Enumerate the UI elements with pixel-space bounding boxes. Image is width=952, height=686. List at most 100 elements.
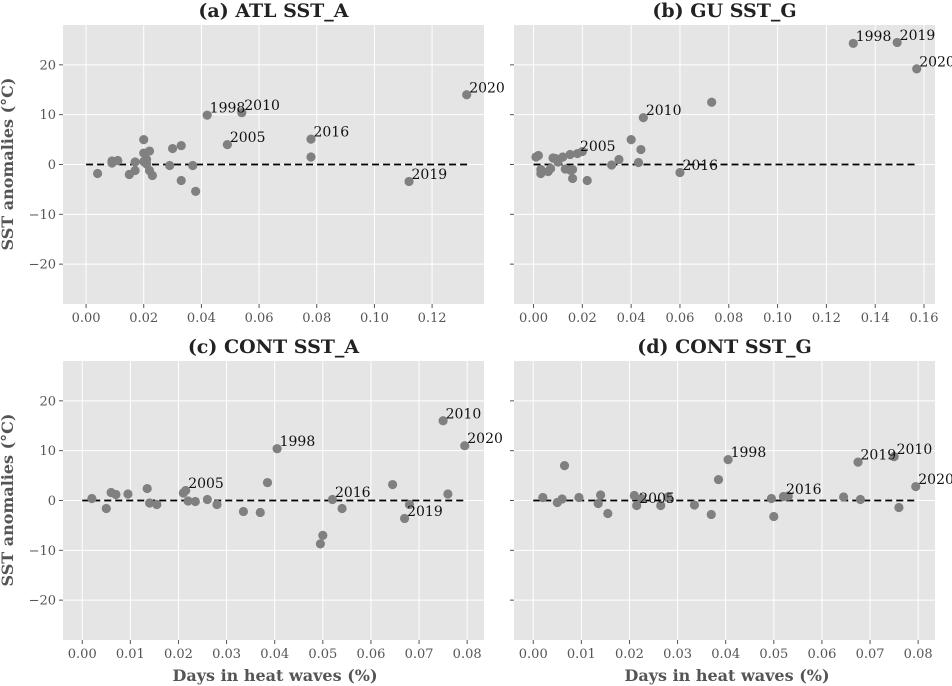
data-point (130, 165, 140, 176)
year-annotation: 2005 (639, 491, 675, 507)
data-point (894, 502, 904, 513)
data-point (315, 539, 326, 549)
data-point (912, 64, 922, 74)
x-tick-label: 0.05 (759, 647, 788, 662)
x-tick-label: 0.12 (812, 311, 841, 326)
data-point (306, 152, 316, 162)
x-tick-label: 0.05 (308, 647, 337, 662)
x-tick-label: 0.07 (856, 647, 885, 662)
x-tick-label: 0.00 (519, 647, 548, 662)
x-tick-label: 0.10 (763, 311, 792, 326)
data-point (144, 146, 155, 156)
panel-gu-sst-g: 0.00 0.02 0.04 0.06 0.08 0.10 0.12 0.14 0.16 2010… (510, 0, 952, 326)
x-tick-label: 0.16 (910, 311, 939, 326)
x-tick-label: 0.06 (356, 647, 385, 662)
data-point (238, 506, 249, 517)
x-tick-label: 0.06 (665, 311, 694, 326)
y-tick-label: 10 (39, 108, 56, 123)
x-tick-label: 0.00 (72, 311, 101, 326)
panel-title: (c) CONT SST_A (188, 336, 360, 358)
data-point (565, 149, 575, 160)
year-annotation: 2019 (861, 448, 897, 464)
x-tick-label: 0.07 (405, 647, 434, 662)
y-tick-label: −20 (29, 594, 56, 609)
year-annotation: 2016 (313, 125, 349, 141)
data-point (255, 507, 265, 518)
x-tick-label: 0.12 (418, 311, 447, 326)
panel-title: (b) GU SST_G (652, 0, 796, 22)
data-point (152, 499, 162, 510)
data-point (607, 160, 617, 170)
year-annotation: 2019 (900, 28, 936, 44)
data-point (636, 493, 647, 504)
y-tick-label: −20 (29, 258, 56, 273)
year-annotation: 2010 (646, 103, 682, 119)
data-point (769, 511, 779, 522)
y-tick-label: 20 (39, 394, 56, 409)
y-tick-label: −10 (29, 544, 56, 559)
data-point (130, 157, 140, 167)
x-tick-label: 0.03 (212, 647, 241, 662)
data-point (387, 479, 398, 490)
data-point (558, 152, 568, 162)
data-point (577, 146, 587, 157)
data-point (629, 490, 639, 501)
data-point (596, 490, 606, 500)
x-tick-label: 0.10 (360, 311, 389, 326)
x-tick-label: 0.02 (164, 647, 193, 662)
data-point (327, 494, 338, 505)
x-tick-label: 0.04 (187, 311, 216, 326)
data-point (567, 173, 578, 184)
y-axis-label-top: SST anomalies (°C) (0, 78, 17, 251)
year-annotation: 2016 (335, 485, 371, 501)
data-point (633, 157, 644, 168)
y-tick-label: −10 (29, 208, 56, 223)
x-tick-label: 0.01 (116, 647, 145, 662)
year-annotation: 2020 (467, 431, 503, 447)
data-point (853, 457, 863, 467)
year-annotation: 1998 (280, 434, 316, 450)
x-tick-label: 0.00 (68, 647, 97, 662)
data-point (538, 492, 548, 503)
data-point (167, 143, 178, 154)
x-tick-label: 0.08 (714, 311, 743, 326)
data-point (663, 492, 673, 502)
data-point (181, 485, 191, 496)
data-point (636, 144, 646, 155)
data-point (783, 491, 793, 501)
x-axis-label-right: Days in heat waves (%) (624, 666, 829, 685)
year-annotation: 2020 (469, 80, 505, 96)
data-point (145, 498, 155, 508)
data-point (212, 499, 222, 510)
x-tick-label: 0.08 (904, 647, 933, 662)
data-point (443, 489, 453, 499)
data-point (460, 441, 470, 451)
data-point (188, 160, 198, 171)
data-point (93, 168, 103, 179)
panel-title: (d) CONT SST_G (637, 336, 812, 358)
data-point (675, 167, 685, 178)
data-point (706, 509, 716, 520)
data-point (911, 481, 921, 492)
data-point (306, 134, 316, 144)
panel-title: (a) ATL SST_A (198, 0, 348, 22)
year-annotation: 2005 (230, 130, 266, 146)
x-axis-label-left: Days in heat waves (%) (172, 666, 377, 685)
year-annotation: 1998 (856, 29, 892, 45)
data-point (462, 90, 472, 100)
data-point (318, 530, 328, 540)
year-annotation: 2005 (188, 476, 224, 492)
data-point (838, 492, 849, 502)
data-point (404, 499, 415, 510)
year-annotation: 1998 (210, 101, 246, 117)
data-point (190, 496, 200, 507)
y-tick-label: 0 (48, 158, 56, 173)
data-point (176, 175, 186, 186)
x-tick-label: 0.14 (861, 311, 890, 326)
data-point (638, 113, 648, 123)
year-annotation: 2016 (682, 158, 718, 174)
x-tick-label: 0.03 (663, 647, 692, 662)
y-tick-label: 20 (39, 58, 56, 73)
data-point (400, 513, 410, 524)
